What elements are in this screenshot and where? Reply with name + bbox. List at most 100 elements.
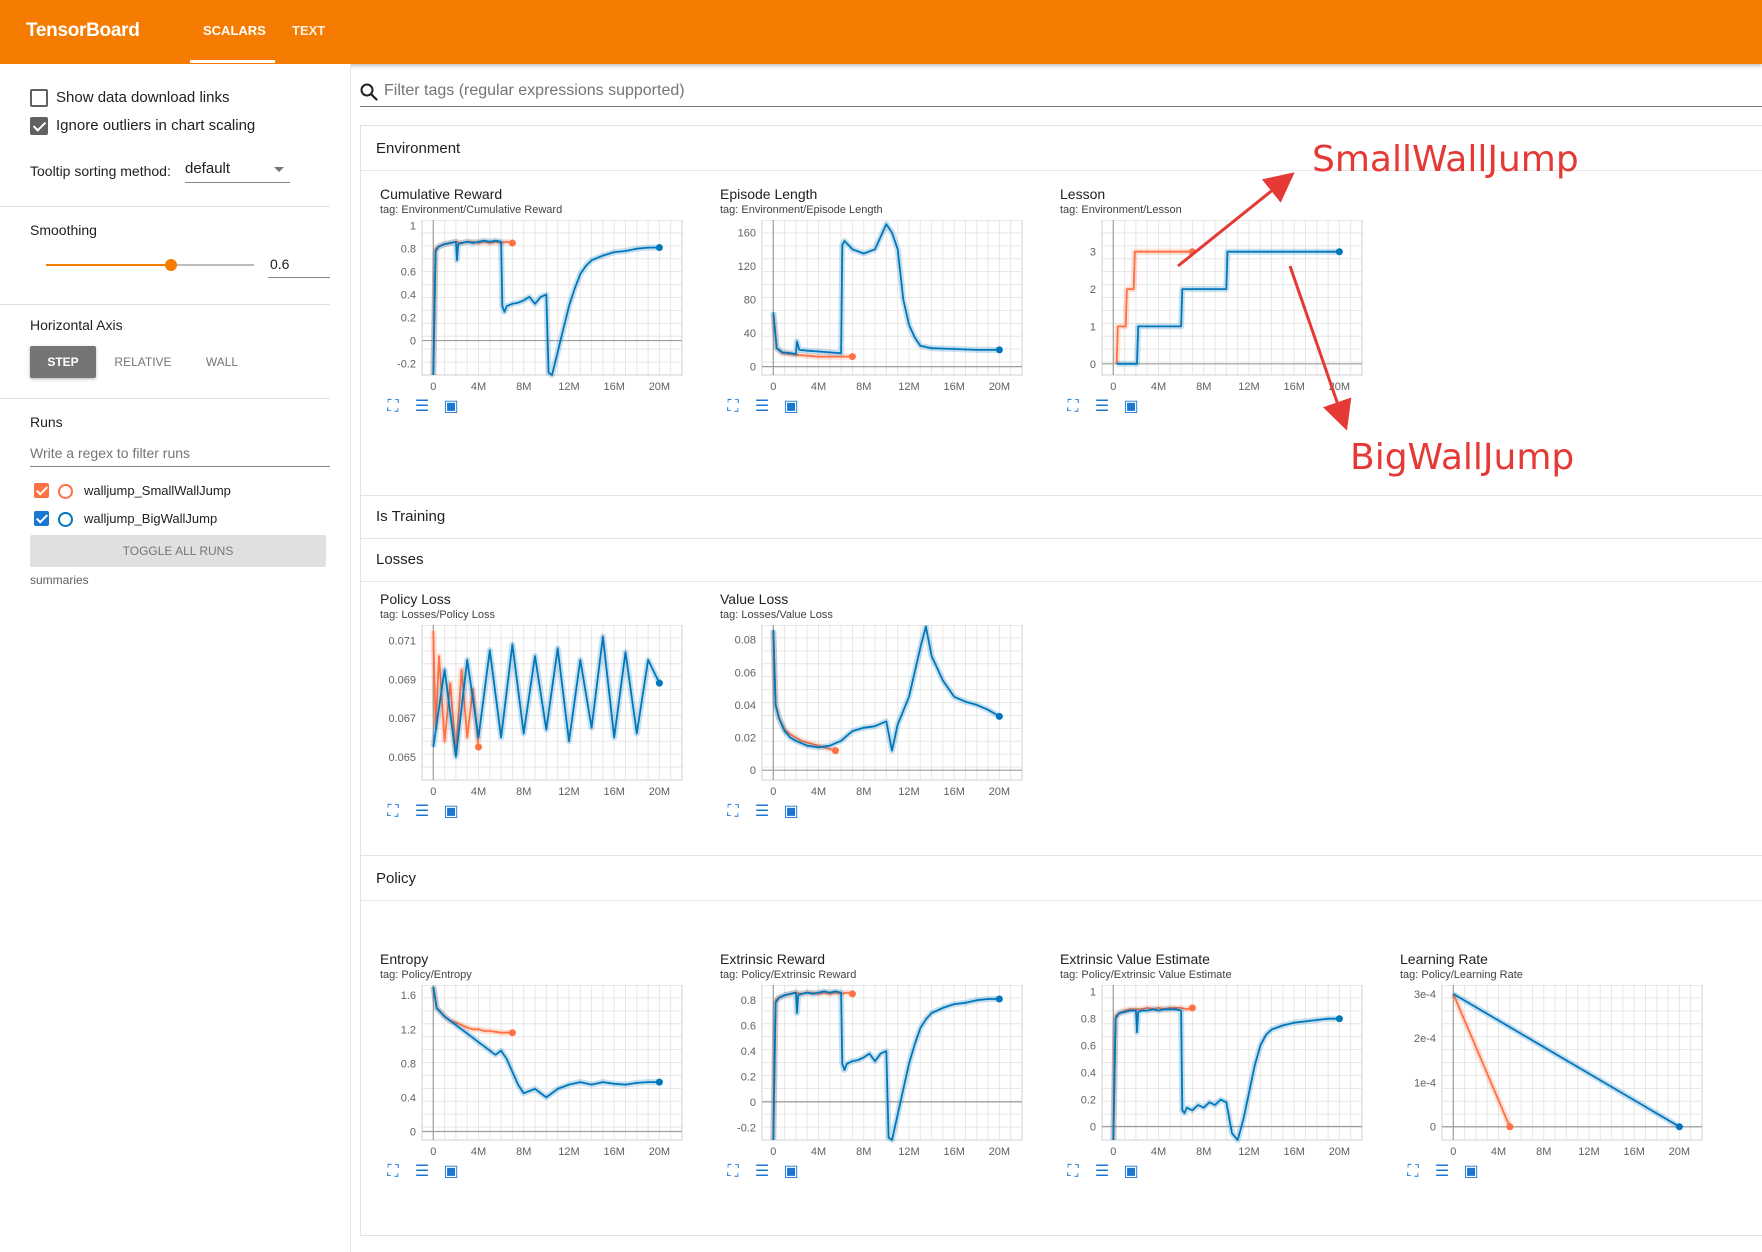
policy-loss-chart[interactable]: 0.065 0.067 0.069 0.071 0 4M 8M 12M 16M 20M xyxy=(372,625,692,812)
policy-loss-x-tick-label: 12M xyxy=(558,786,579,798)
cumulative-reward-series-end-point-bigwalljump xyxy=(655,244,663,252)
cumulative-reward-y-tick-label: 0.8 xyxy=(401,244,416,256)
value-loss-y-tick-label: 0.08 xyxy=(735,635,756,647)
episode-length-fit-to-screen-icon[interactable]: ⛶ xyxy=(727,398,739,415)
horizontal-axis-label: Horizontal Axis xyxy=(30,317,123,333)
learning-rate-x-tick-label: 0 xyxy=(1450,1146,1456,1158)
tag-filter-input[interactable]: Filter tags (regular expressions support… xyxy=(384,82,685,99)
toggle-all-runs-button[interactable]: TOGGLE ALL RUNS xyxy=(30,535,326,567)
run-color-swatch-smallwalljump[interactable] xyxy=(58,484,73,499)
run-color-swatch-bigwalljump[interactable] xyxy=(58,512,73,527)
learning-rate-x-tick-label: 20M xyxy=(1669,1146,1690,1158)
runs-filter-placeholder: Write a regex to filter runs xyxy=(30,445,191,461)
episode-length-fit-domain-icon[interactable]: ▣ xyxy=(783,398,799,415)
cumulative-reward-data-table-icon[interactable]: ☰ xyxy=(414,398,430,415)
cumulative-reward-series-line-bigwalljump xyxy=(432,239,660,376)
section-policy-title[interactable]: Policy xyxy=(376,870,417,887)
cumulative-reward-fit-to-screen-icon[interactable]: ⛶ xyxy=(387,398,399,415)
section-losses-title[interactable]: Losses xyxy=(376,551,424,568)
value-loss-fit-to-screen-icon[interactable]: ⛶ xyxy=(727,803,739,820)
extrinsic-reward-fit-to-screen-icon[interactable]: ⛶ xyxy=(727,1163,739,1180)
entropy-chart-tag: tag: Policy/Entropy xyxy=(380,969,472,981)
smoothing-input[interactable]: 0.6 xyxy=(268,252,330,278)
run-name-bigwalljump: walljump_BigWallJump xyxy=(84,511,218,526)
tag-filter-underline xyxy=(360,106,1762,107)
search-icon xyxy=(360,83,378,101)
episode-length-chart-tag: tag: Environment/Episode Length xyxy=(720,204,883,216)
episode-length-plot-frame xyxy=(761,220,1023,376)
smoothing-slider-handle[interactable] xyxy=(164,259,177,271)
extrinsic-reward-chart[interactable]: -0.2 0 0.2 0.4 0.6 0.8 0 4M 8M 12M 16M 20M xyxy=(712,985,1032,1172)
show-download-links-checkbox[interactable] xyxy=(30,89,48,107)
learning-rate-fit-to-screen-icon[interactable]: ⛶ xyxy=(1407,1163,1419,1180)
extrinsic-value-estimate-series-line-bigwalljump xyxy=(1112,1008,1340,1141)
axis-step-button[interactable]: STEP xyxy=(30,346,96,378)
axis-relative-button[interactable]: RELATIVE xyxy=(108,346,178,378)
run-name-smallwalljump: walljump_SmallWallJump xyxy=(84,483,231,498)
runs-filter-input[interactable]: Write a regex to filter runs xyxy=(30,441,330,467)
extrinsic-value-estimate-data-table-icon[interactable]: ☰ xyxy=(1094,1163,1110,1180)
policy-loss-fit-domain-icon[interactable]: ▣ xyxy=(443,803,459,820)
episode-length-x-tick-label: 0 xyxy=(770,381,776,393)
value-loss-series-end-point-smallwalljump xyxy=(831,747,839,755)
value-loss-chart[interactable]: 0 0.02 0.04 0.06 0.08 0 4M 8M 12M 16M 20M xyxy=(712,625,1032,812)
extrinsic-reward-y-tick-label: -0.2 xyxy=(737,1122,756,1134)
lesson-series-line-bigwalljump xyxy=(1116,250,1340,365)
entropy-chart[interactable]: 0 0.4 0.8 1.2 1.6 0 4M 8M 12M 16M 20M xyxy=(372,985,692,1172)
entropy-x-tick-label: 0 xyxy=(430,1146,436,1158)
value-loss-x-tick-label: 20M xyxy=(989,786,1010,798)
axis-wall-button[interactable]: WALL xyxy=(190,346,254,378)
lesson-fit-to-screen-icon[interactable]: ⛶ xyxy=(1067,398,1079,415)
extrinsic-value-estimate-fit-domain-icon[interactable]: ▣ xyxy=(1123,1163,1139,1180)
entropy-data-table-icon[interactable]: ☰ xyxy=(414,1163,430,1180)
lesson-fit-domain-icon[interactable]: ▣ xyxy=(1123,398,1139,415)
extrinsic-value-estimate-chart[interactable]: 0 0.2 0.4 0.6 0.8 1 0 4M 8M 12M 16M 20M xyxy=(1052,985,1372,1172)
learning-rate-series-line-smallwalljump xyxy=(1452,993,1511,1128)
policy-loss-fit-to-screen-icon[interactable]: ⛶ xyxy=(387,803,399,820)
lesson-chart-tag: tag: Environment/Lesson xyxy=(1060,204,1182,216)
run-checkbox-smallwalljump[interactable] xyxy=(34,483,49,498)
learning-rate-grid xyxy=(1441,985,1702,1141)
policy-loss-data-table-icon[interactable]: ☰ xyxy=(414,803,430,820)
tooltip-sorting-select[interactable]: default xyxy=(185,156,290,183)
policy-loss-series-line-bigwalljump xyxy=(432,635,661,758)
policy-loss-x-tick-label: 0 xyxy=(430,786,436,798)
cumulative-reward-x-tick-label: 4M xyxy=(471,381,486,393)
entropy-fit-to-screen-icon[interactable]: ⛶ xyxy=(387,1163,399,1180)
section-is-training-title[interactable]: Is Training xyxy=(376,508,446,525)
lesson-x-tick-label: 0 xyxy=(1110,381,1116,393)
learning-rate-series-line-bigwalljump xyxy=(1452,993,1680,1128)
value-loss-y-tick-label: 0 xyxy=(750,765,756,777)
ignore-outliers-checkbox[interactable] xyxy=(30,117,48,135)
episode-length-chart[interactable]: 0 40 80 120 160 0 4M 8M 12M 16M 20M xyxy=(712,220,1032,407)
cumulative-reward-chart[interactable]: -0.2 0 0.2 0.4 0.6 0.8 1 0 4M 8M 12M 16M 20M xyxy=(372,220,692,407)
value-loss-x-tick-label: 4M xyxy=(811,786,826,798)
extrinsic-reward-data-table-icon[interactable]: ☰ xyxy=(754,1163,770,1180)
policy-loss-plot-frame xyxy=(421,625,683,781)
extrinsic-reward-grid xyxy=(761,985,1022,1141)
extrinsic-reward-x-tick-label: 20M xyxy=(989,1146,1010,1158)
extrinsic-value-estimate-plot-frame xyxy=(1101,985,1363,1141)
value-loss-data-table-icon[interactable]: ☰ xyxy=(754,803,770,820)
extrinsic-value-estimate-fit-to-screen-icon[interactable]: ⛶ xyxy=(1067,1163,1079,1180)
cumulative-reward-y-tick-label: 0.4 xyxy=(401,290,416,302)
cumulative-reward-fit-domain-icon[interactable]: ▣ xyxy=(443,398,459,415)
axis-relative-label: RELATIVE xyxy=(114,355,172,369)
episode-length-data-table-icon[interactable]: ☰ xyxy=(754,398,770,415)
learning-rate-fit-domain-icon[interactable]: ▣ xyxy=(1463,1163,1479,1180)
tab-text[interactable]: TEXT xyxy=(292,23,326,38)
learning-rate-data-table-icon[interactable]: ☰ xyxy=(1434,1163,1450,1180)
lesson-data-table-icon[interactable]: ☰ xyxy=(1094,398,1110,415)
policy-loss-y-tick-label: 0.065 xyxy=(388,752,416,764)
learning-rate-chart[interactable]: 0 1e-4 2e-4 3e-4 0 4M 8M 12M 16M 20M xyxy=(1392,985,1712,1172)
extrinsic-reward-x-tick-label: 0 xyxy=(770,1146,776,1158)
extrinsic-reward-fit-domain-icon[interactable]: ▣ xyxy=(783,1163,799,1180)
extrinsic-value-estimate-y-tick-label: 0.2 xyxy=(1081,1095,1096,1107)
entropy-fit-domain-icon[interactable]: ▣ xyxy=(443,1163,459,1180)
value-loss-fit-domain-icon[interactable]: ▣ xyxy=(783,803,799,820)
run-checkbox-bigwalljump[interactable] xyxy=(34,511,49,526)
extrinsic-value-estimate-x-tick-label: 16M xyxy=(1283,1146,1304,1158)
tab-scalars[interactable]: SCALARS xyxy=(203,23,266,38)
section-environment-title[interactable]: Environment xyxy=(376,140,461,157)
